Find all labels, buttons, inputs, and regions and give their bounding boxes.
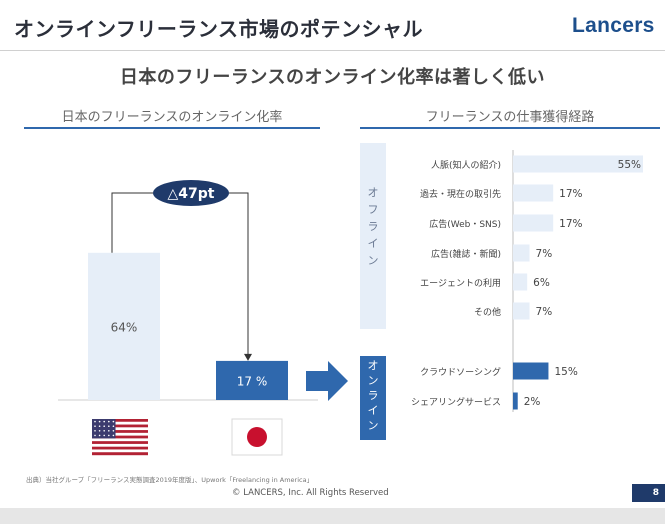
lancers-logo: Lancers	[572, 14, 655, 37]
route-category-label: 人脈(知人の紹介)	[431, 159, 501, 171]
route-value-label: 55%	[618, 159, 641, 171]
offline-label-char: イ	[368, 237, 379, 250]
route-value-label: 6%	[533, 277, 550, 289]
online-label-char: ン	[368, 419, 379, 432]
header-title: オンラインフリーランス市場のポテンシャル	[14, 17, 423, 41]
route-category-label: エージェントの利用	[420, 277, 501, 289]
right-section-title: フリーランスの仕事獲得経路	[425, 110, 595, 125]
us-flag-icon	[92, 419, 148, 456]
route-value-label: 7%	[536, 306, 553, 318]
online-label-char: ラ	[368, 389, 379, 402]
route-value-label: 17%	[559, 188, 582, 200]
route-category-label: シェアリングサービス	[411, 396, 501, 408]
japan-value-label: 17 %	[237, 374, 268, 388]
right-section-underline	[360, 127, 660, 129]
offline-label-char: ン	[368, 254, 379, 267]
japan-bar	[216, 360, 288, 400]
left-section-title: 日本のフリーランスのオンライン化率	[61, 110, 283, 125]
online-label-char: イ	[368, 404, 379, 417]
difference-badge	[153, 180, 229, 206]
route-category-label: その他	[474, 306, 501, 318]
japan-flag-sun	[247, 427, 267, 447]
us-bar	[88, 252, 160, 400]
page-number-badge: 8	[632, 484, 665, 502]
offline-route-bar	[513, 273, 528, 291]
online-label-char: オ	[368, 359, 379, 372]
slide: オンラインフリーランス市場のポテンシャル Lancers 日本のフリーランスのオ…	[0, 0, 665, 508]
online-group-bar	[360, 356, 386, 440]
route-category-label: クラウドソーシング	[420, 366, 501, 378]
online-label-char: ン	[368, 374, 379, 387]
route-category-label: 広告(Web・SNS)	[429, 218, 501, 230]
us-value-label: 64%	[111, 320, 138, 334]
header-divider	[0, 50, 665, 51]
transition-arrow-icon	[306, 361, 348, 401]
offline-group-bar	[360, 143, 386, 329]
offline-route-bar	[513, 244, 530, 262]
route-value-label: 7%	[536, 248, 553, 260]
bottom-strip	[0, 508, 665, 524]
online-route-bar	[513, 362, 549, 380]
offline-route-bar	[513, 155, 643, 173]
route-value-label: 17%	[559, 218, 582, 230]
route-category-label: 過去・現在の取引先	[420, 188, 501, 200]
offline-route-bar	[513, 184, 554, 202]
offline-label-char: フ	[368, 203, 379, 216]
route-value-label: 2%	[524, 396, 541, 408]
offline-route-bar	[513, 302, 530, 320]
offline-label-char: ラ	[368, 220, 379, 233]
source-footnote: 出典）当社グループ「フリーランス実態調査2019年度版」、Upwork「Free…	[26, 476, 314, 484]
bracket-arrowhead	[244, 353, 252, 361]
route-value-label: 15%	[554, 366, 577, 378]
copyright-text: © LANCERS, Inc. All Rights Reserved	[232, 488, 389, 498]
route-category-label: 広告(雑誌・新聞)	[431, 248, 501, 260]
difference-label: △47pt	[168, 186, 215, 202]
online-route-bar	[513, 392, 518, 410]
headline: 日本のフリーランスのオンライン化率は著しく低い	[119, 67, 546, 88]
offline-label-char: オ	[368, 186, 379, 199]
left-section-underline	[24, 127, 320, 129]
offline-route-bar	[513, 214, 554, 232]
